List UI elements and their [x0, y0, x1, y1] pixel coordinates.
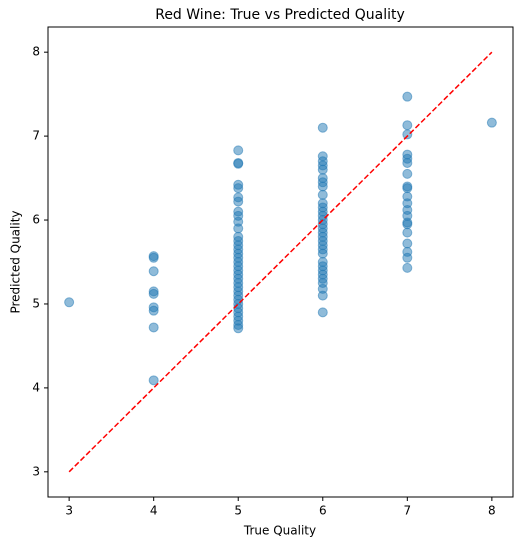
scatter-point — [148, 305, 159, 316]
scatter-point — [402, 168, 413, 179]
x-tick-label: 8 — [488, 504, 496, 518]
scatter-point — [317, 164, 328, 175]
y-tick-label: 4 — [32, 380, 40, 394]
y-axis-label: Predicted Quality — [9, 210, 23, 313]
x-axis-label: True Quality — [243, 524, 316, 538]
scatter-point — [402, 129, 413, 140]
scatter-point — [317, 307, 328, 318]
scatter-point — [148, 322, 159, 333]
scatter-point — [148, 288, 159, 299]
y-tick-label: 5 — [32, 296, 40, 310]
y-tick-label: 3 — [32, 464, 40, 478]
scatter-point — [402, 157, 413, 168]
chart-title: Red Wine: True vs Predicted Quality — [155, 7, 405, 23]
scatter-point — [233, 145, 244, 156]
scatter-point — [402, 252, 413, 263]
y-tick-label: 6 — [32, 213, 40, 227]
plot-frame — [47, 26, 514, 498]
scatter-point — [233, 158, 244, 169]
y-tick-label: 8 — [32, 45, 40, 59]
scatter-point — [317, 189, 328, 200]
scatter-point — [317, 181, 328, 192]
scatter-point — [402, 183, 413, 194]
scatter-point — [233, 223, 244, 234]
scatter-point — [148, 266, 159, 277]
x-tick-label: 5 — [234, 504, 242, 518]
scatter-point — [402, 238, 413, 249]
scatter-point — [402, 262, 413, 273]
scatter-point — [64, 297, 75, 308]
scatter-point — [402, 227, 413, 238]
scatter-point — [402, 91, 413, 102]
y-tick-label: 7 — [32, 129, 40, 143]
x-tick-label: 3 — [65, 504, 73, 518]
scatter-point — [233, 323, 244, 334]
scatter-point — [317, 248, 328, 259]
scatter-point — [233, 196, 244, 207]
scatter-point — [148, 252, 159, 263]
scatter-point — [317, 122, 328, 133]
x-tick-label: 7 — [403, 504, 411, 518]
reference-line — [68, 51, 493, 473]
scatter-point — [317, 290, 328, 301]
scatter-point — [402, 120, 413, 131]
x-tick-label: 4 — [150, 504, 158, 518]
scatter-point — [233, 183, 244, 194]
scatter-point — [148, 375, 159, 386]
scatter-point — [402, 219, 413, 230]
scatter-point — [486, 117, 497, 128]
x-tick-label: 6 — [319, 504, 327, 518]
